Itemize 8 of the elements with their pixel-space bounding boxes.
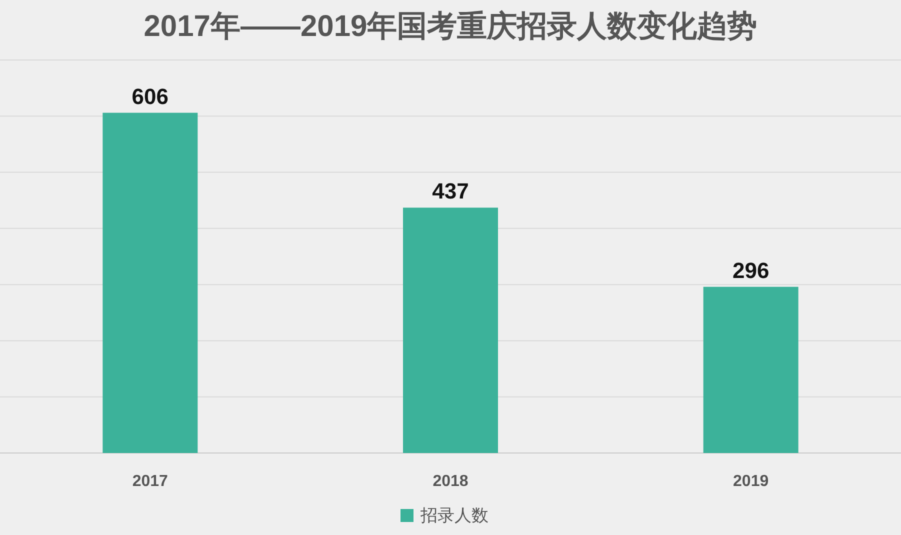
x-tick-label: 2018 <box>432 473 468 490</box>
chart-title: 2017年——2019年国考重庆招录人数变化趋势 <box>144 9 758 43</box>
legend-label: 招录人数 <box>420 506 488 525</box>
data-label: 606 <box>132 84 169 109</box>
data-label: 296 <box>732 258 770 283</box>
x-tick-label: 2019 <box>733 473 769 490</box>
x-tick-label: 2017 <box>132 473 168 490</box>
data-label: 437 <box>432 178 469 204</box>
